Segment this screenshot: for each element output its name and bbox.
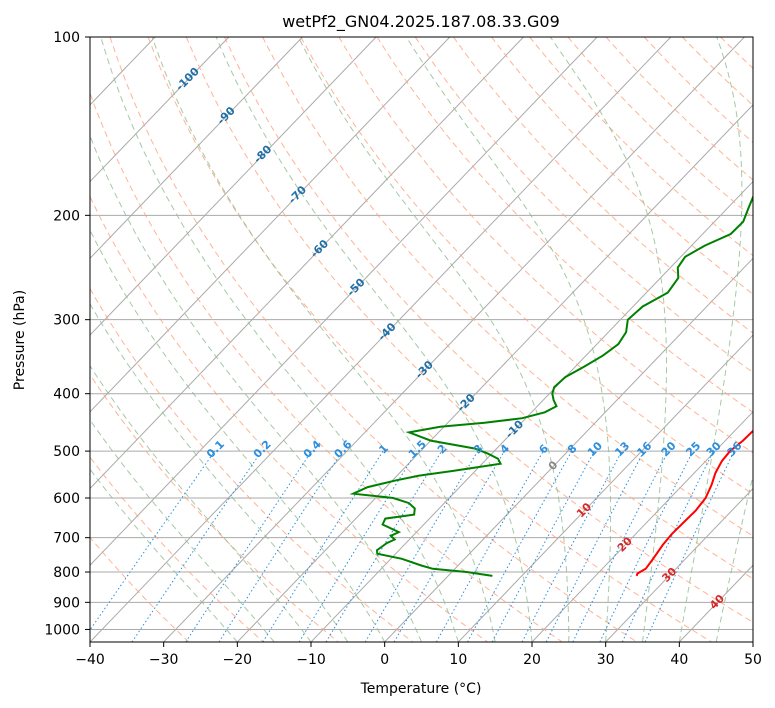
dry-adiabat-line (414, 37, 753, 374)
mixing-ratio-line (545, 450, 645, 642)
isotherm-line (90, 37, 598, 566)
isotherm-line (457, 334, 753, 642)
x-tick-label: 40 (670, 652, 688, 668)
mixing-ratio-line (131, 450, 263, 642)
moist-adiabat-line (90, 364, 312, 642)
y-tick-label: 500 (53, 444, 80, 460)
background-lines (90, 37, 753, 642)
dry-adiabat-line (90, 91, 564, 642)
y-tick-label: 300 (53, 313, 80, 329)
moist-adiabat-line (297, 37, 570, 642)
y-tick-label: 200 (53, 208, 80, 224)
x-axis: −40 −30 −20 −10 0 10 20 30 40 50 (75, 642, 762, 668)
isotherm-line (236, 104, 753, 642)
mixing-ratio-line (435, 450, 544, 642)
dry-adiabat-line (90, 195, 489, 642)
x-tick-label: 0 (380, 652, 389, 668)
moist-adiabat-line (678, 37, 743, 642)
isotherm-line (90, 37, 377, 336)
moist-adiabat-line (549, 37, 667, 642)
moist-adiabat-line (90, 468, 238, 642)
mixing-ratio-line (185, 450, 313, 642)
moist-adiabat-line (100, 37, 459, 642)
x-tick-label: −30 (149, 652, 179, 668)
dry-adiabat-line (376, 37, 753, 413)
y-tick-label: 800 (53, 565, 80, 581)
chart-title: wetPf2_GN04.2025.187.08.33.G09 (282, 12, 560, 32)
x-tick-label: 10 (449, 652, 467, 668)
x-tick-label: −10 (296, 652, 326, 668)
moist-adiabat-line (151, 37, 496, 642)
dry-adiabat-line (262, 37, 753, 537)
dry-adiabat-line (109, 37, 638, 642)
temperature-line (635, 429, 753, 577)
mixing-ratio-line (298, 450, 418, 642)
plot-frame (89, 36, 754, 643)
dry-adiabat-line (90, 287, 414, 642)
y-tick-label: 400 (53, 387, 80, 403)
moist-adiabat-line (215, 37, 533, 642)
y-axis: 100 200 300 400 500 600 700 800 900 1000 (44, 30, 90, 638)
y-tick-label: 1000 (44, 622, 80, 638)
x-tick-label: −20 (223, 652, 253, 668)
mixing-ratio-line (325, 450, 443, 642)
dry-adiabat-line (452, 37, 753, 334)
mixing-ratio-line (218, 450, 343, 642)
mixing-ratio-line (90, 450, 216, 631)
moist-adiabat-line (405, 37, 612, 642)
y-tick-label: 600 (53, 491, 80, 507)
x-tick-label: 20 (523, 652, 541, 668)
dry-adiabat-line (300, 37, 753, 495)
dewpoint-line (349, 194, 753, 577)
y-axis-label: Pressure (hPa) (12, 290, 28, 390)
x-axis-label: Temperature (°C) (360, 681, 482, 697)
moist-adiabat-line (90, 303, 349, 642)
moist-adiabat-line (90, 134, 422, 642)
isotherm-line (90, 37, 451, 413)
mixing-ratio-line (572, 450, 669, 642)
isotherm-line (90, 37, 303, 260)
dry-adiabat-line (147, 37, 713, 642)
x-tick-label: 30 (597, 652, 615, 668)
y-tick-label: 700 (53, 531, 80, 547)
mixing-ratio-line (262, 450, 384, 642)
moist-adiabat-line (90, 419, 275, 642)
dry-adiabat-line (90, 373, 340, 642)
isotherm-line (90, 37, 524, 490)
x-tick-label: 50 (744, 652, 762, 668)
mixing-ratio-line (467, 450, 573, 642)
sounding-series (349, 194, 753, 577)
x-tick-label: −40 (75, 652, 105, 668)
y-tick-label: 100 (53, 30, 80, 46)
y-tick-label: 900 (53, 595, 80, 611)
isotherm-line (163, 37, 745, 642)
isotherm-line (531, 411, 753, 642)
dry-adiabat-line (90, 456, 265, 642)
moist-adiabat-line (715, 473, 753, 642)
moist-adiabat-line (90, 229, 386, 642)
isotherm-line (605, 487, 753, 642)
mixing-ratio-line (491, 450, 595, 642)
isotherm-line (90, 37, 230, 183)
isotherm-line (384, 257, 753, 642)
